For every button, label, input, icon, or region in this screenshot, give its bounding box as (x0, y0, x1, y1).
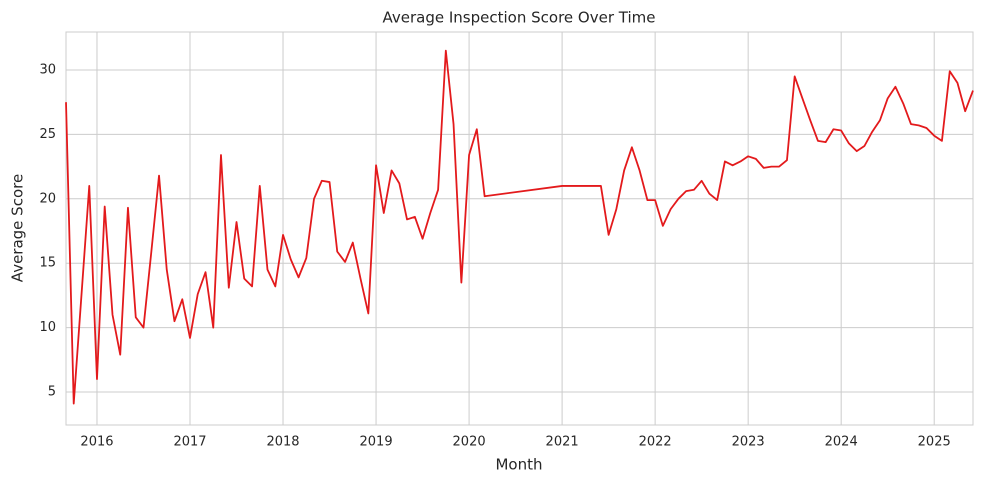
x-tick-label: 2022 (639, 435, 672, 450)
y-tick-label: 25 (39, 127, 56, 142)
chart-title: Average Inspection Score Over Time (383, 9, 656, 27)
y-tick-label: 10 (39, 320, 56, 335)
x-tick-label: 2019 (360, 435, 393, 450)
x-tick-label: 2016 (80, 435, 113, 450)
x-axis-label: Month (495, 456, 542, 474)
x-tick-label: 2024 (825, 435, 858, 450)
plot-border (65, 31, 974, 426)
x-tick-label: 2020 (453, 435, 486, 450)
x-tick-label: 2018 (266, 435, 299, 450)
y-tick-label: 15 (39, 256, 56, 271)
x-tick-label: 2017 (173, 435, 206, 450)
data-line (65, 49, 974, 405)
y-tick-label: 20 (39, 191, 56, 206)
x-tick-label: 2025 (918, 435, 951, 450)
y-tick-label: 5 (48, 385, 56, 400)
y-tick-label: 30 (39, 62, 56, 77)
y-axis-label: Average Score (9, 174, 27, 282)
x-tick-label: 2021 (546, 435, 579, 450)
x-tick-label: 2023 (732, 435, 765, 450)
